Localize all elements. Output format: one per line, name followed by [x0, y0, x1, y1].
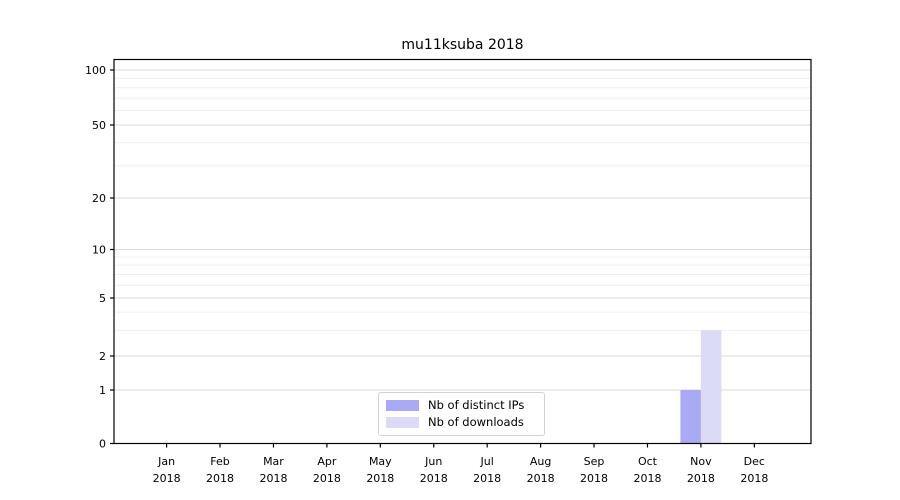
x-tick-label-month: May [369, 455, 392, 468]
x-tick-label-month: Jun [424, 455, 442, 468]
x-tick-label-month: Aug [530, 455, 551, 468]
x-tick-label-year: 2018 [420, 472, 448, 485]
x-tick-label-year: 2018 [687, 472, 715, 485]
x-tick-label-year: 2018 [473, 472, 501, 485]
legend-item: Nb of downloads [386, 415, 538, 430]
x-tick-label-month: Dec [744, 455, 765, 468]
x-tick-label-month: Oct [638, 455, 658, 468]
chart-legend: Nb of distinct IPs Nb of downloads [378, 392, 545, 436]
x-tick-label-year: 2018 [527, 472, 555, 485]
legend-swatch-downloads [386, 417, 419, 428]
y-tick-label: 5 [99, 292, 106, 305]
x-tick-label-year: 2018 [206, 472, 234, 485]
plot-border [113, 58, 812, 445]
x-tick-label-month: Mar [263, 455, 284, 468]
x-tick-label-year: 2018 [153, 472, 181, 485]
x-tick-label-year: 2018 [259, 472, 287, 485]
y-tick-label: 100 [85, 64, 106, 77]
x-tick-label-month: Nov [690, 455, 712, 468]
x-tick-label-month: Sep [584, 455, 605, 468]
x-tick-label-year: 2018 [740, 472, 768, 485]
x-tick-label-month: Jul [480, 455, 494, 468]
bar-distinct-ips [680, 390, 701, 444]
y-tick-label: 10 [92, 244, 106, 257]
chart-title: mu11ksuba 2018 [401, 37, 524, 53]
x-tick-label-year: 2018 [580, 472, 608, 485]
y-tick-label: 20 [92, 192, 106, 205]
legend-label: Nb of downloads [428, 415, 524, 429]
bar-downloads [700, 330, 722, 444]
x-tick-label-year: 2018 [366, 472, 394, 485]
x-tick-label-month: Apr [317, 455, 337, 468]
legend-swatch-distinct-ips [386, 400, 419, 411]
x-tick-label-month: Feb [210, 455, 229, 468]
x-tick-label-year: 2018 [633, 472, 661, 485]
x-tick-label-year: 2018 [313, 472, 341, 485]
y-tick-label: 0 [99, 438, 106, 451]
y-tick-label: 50 [92, 119, 106, 132]
legend-item: Nb of distinct IPs [386, 398, 538, 413]
y-tick-label: 2 [99, 350, 106, 363]
y-tick-label: 1 [99, 384, 106, 397]
legend-label: Nb of distinct IPs [428, 398, 525, 412]
x-tick-label-month: Jan [157, 455, 175, 468]
